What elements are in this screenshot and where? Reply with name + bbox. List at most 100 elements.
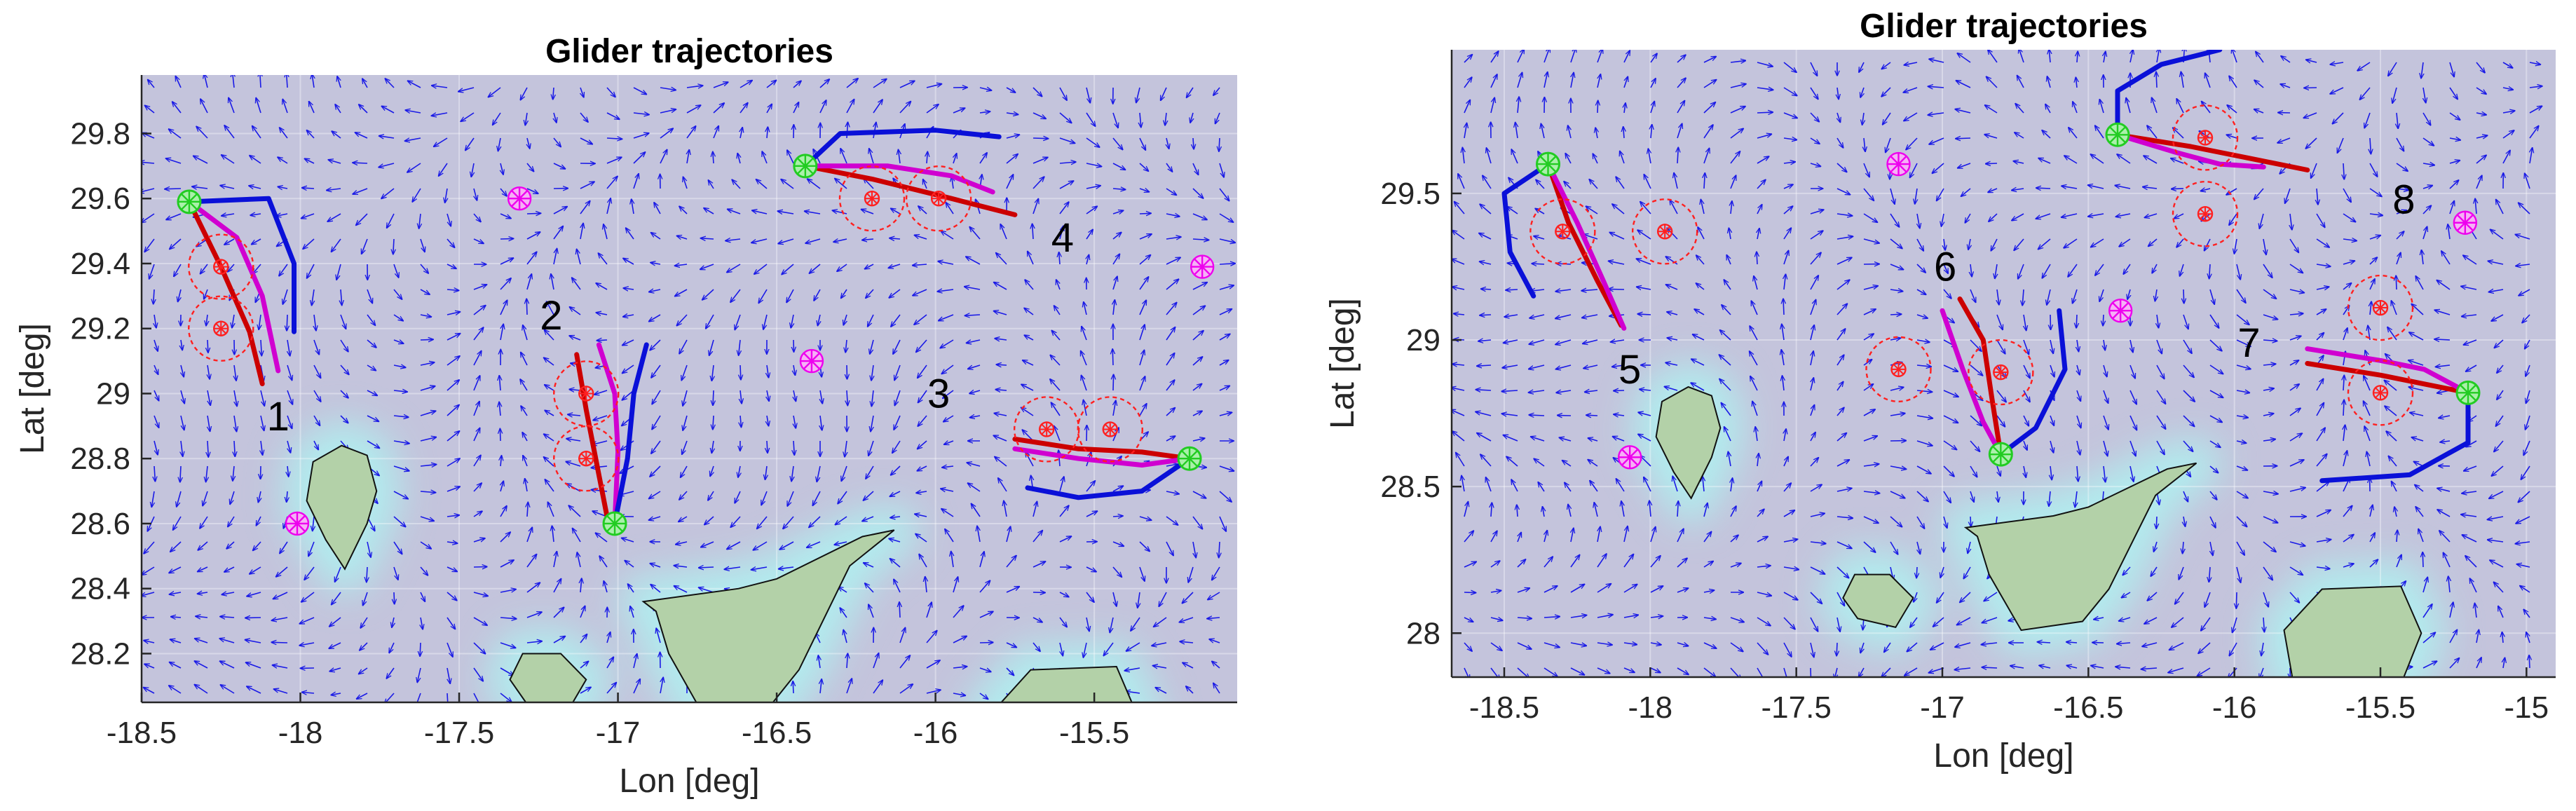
current-arrow [918,390,927,403]
current-arrow [889,289,901,298]
current-arrow [1112,163,1126,170]
current-arrow [500,506,507,517]
current-arrow [767,390,769,401]
current-arrow [1086,137,1100,147]
current-arrow [1215,112,1220,124]
current-arrow [526,188,538,193]
current-arrow [861,210,874,214]
current-arrow [177,491,182,507]
current-arrow [1192,491,1206,498]
current-arrow [941,489,954,491]
current-arrow [679,206,688,214]
current-arrow [431,113,448,116]
current-arrow [1033,112,1046,118]
current-arrow [393,516,406,527]
current-arrow [1024,335,1034,341]
current-arrow [313,364,321,378]
target-marker [2453,210,2478,235]
current-arrow [420,238,425,252]
x-tick-label: -16 [913,716,958,750]
current-arrow [1033,592,1045,593]
current-arrow [553,87,554,100]
current-arrow [447,334,461,341]
current-arrow [577,249,581,265]
current-arrow [220,186,235,189]
current-arrow [1139,300,1146,315]
current-arrow [332,238,341,252]
current-arrow [593,415,608,421]
current-arrow [767,127,768,139]
current-arrow [521,406,528,416]
current-arrow [1112,112,1118,128]
x-tick-label: -18 [278,716,323,750]
glider-label: 4 [1051,215,1074,261]
current-arrow [1219,334,1230,341]
current-arrow [260,390,264,406]
current-arrow [473,351,482,366]
current-arrow [234,390,237,407]
x-tick-label: -18 [1628,690,1673,725]
current-arrow [229,97,235,114]
current-arrow [471,163,474,177]
current-arrow [873,100,882,114]
current-arrow [894,390,901,406]
current-arrow [633,113,649,115]
current-arrow [1059,162,1076,163]
current-arrow [751,238,768,243]
current-arrow [521,353,528,366]
current-arrow [1006,154,1018,164]
current-arrow [941,364,954,374]
current-arrow [1192,438,1205,441]
current-arrow [170,238,182,249]
current-arrow [862,239,874,240]
current-arrow [447,238,455,247]
current-arrow [1190,112,1193,123]
current-arrow [234,364,236,381]
current-arrow [362,79,368,88]
current-arrow [1084,400,1087,416]
glider-label: 1 [267,394,289,439]
current-arrow [181,364,184,377]
current-arrow [767,364,769,378]
current-arrow [523,325,528,341]
current-arrow [420,642,421,656]
current-arrow [894,415,901,430]
current-arrow [408,81,421,88]
x-tick-label: -17 [596,716,641,750]
current-arrow [766,81,776,88]
current-arrow [1219,238,1235,243]
current-arrow [432,86,448,88]
current-arrow [412,188,421,202]
target-marker [285,511,310,536]
current-arrow [200,264,208,274]
current-arrow [633,133,649,139]
current-arrow [2236,592,2237,608]
current-arrow [871,390,873,407]
current-arrow [287,75,288,88]
current-arrow [651,364,661,378]
current-arrow [1192,331,1204,341]
current-arrow [1059,252,1060,265]
current-arrow [500,456,502,467]
current-arrow [420,465,437,466]
current-arrow [500,213,511,219]
current-arrow [1213,87,1220,95]
current-arrow [447,213,451,226]
current-arrow [500,300,507,315]
current-arrow [393,365,406,367]
current-arrow [1166,163,1173,172]
current-arrow [252,238,261,245]
current-arrow [737,154,740,164]
y-tick-label: 28.8 [70,442,130,476]
current-arrow [207,390,210,405]
current-arrow [1219,386,1229,391]
x-tick-label: -18.5 [107,716,177,750]
start-marker [602,511,627,536]
current-arrow [1025,280,1034,290]
current-arrow [526,274,531,290]
current-arrow [282,100,288,114]
current-arrow [660,109,676,114]
x-tick-label: -17 [1920,690,1965,725]
current-arrow [649,314,661,322]
current-arrow [381,188,395,198]
